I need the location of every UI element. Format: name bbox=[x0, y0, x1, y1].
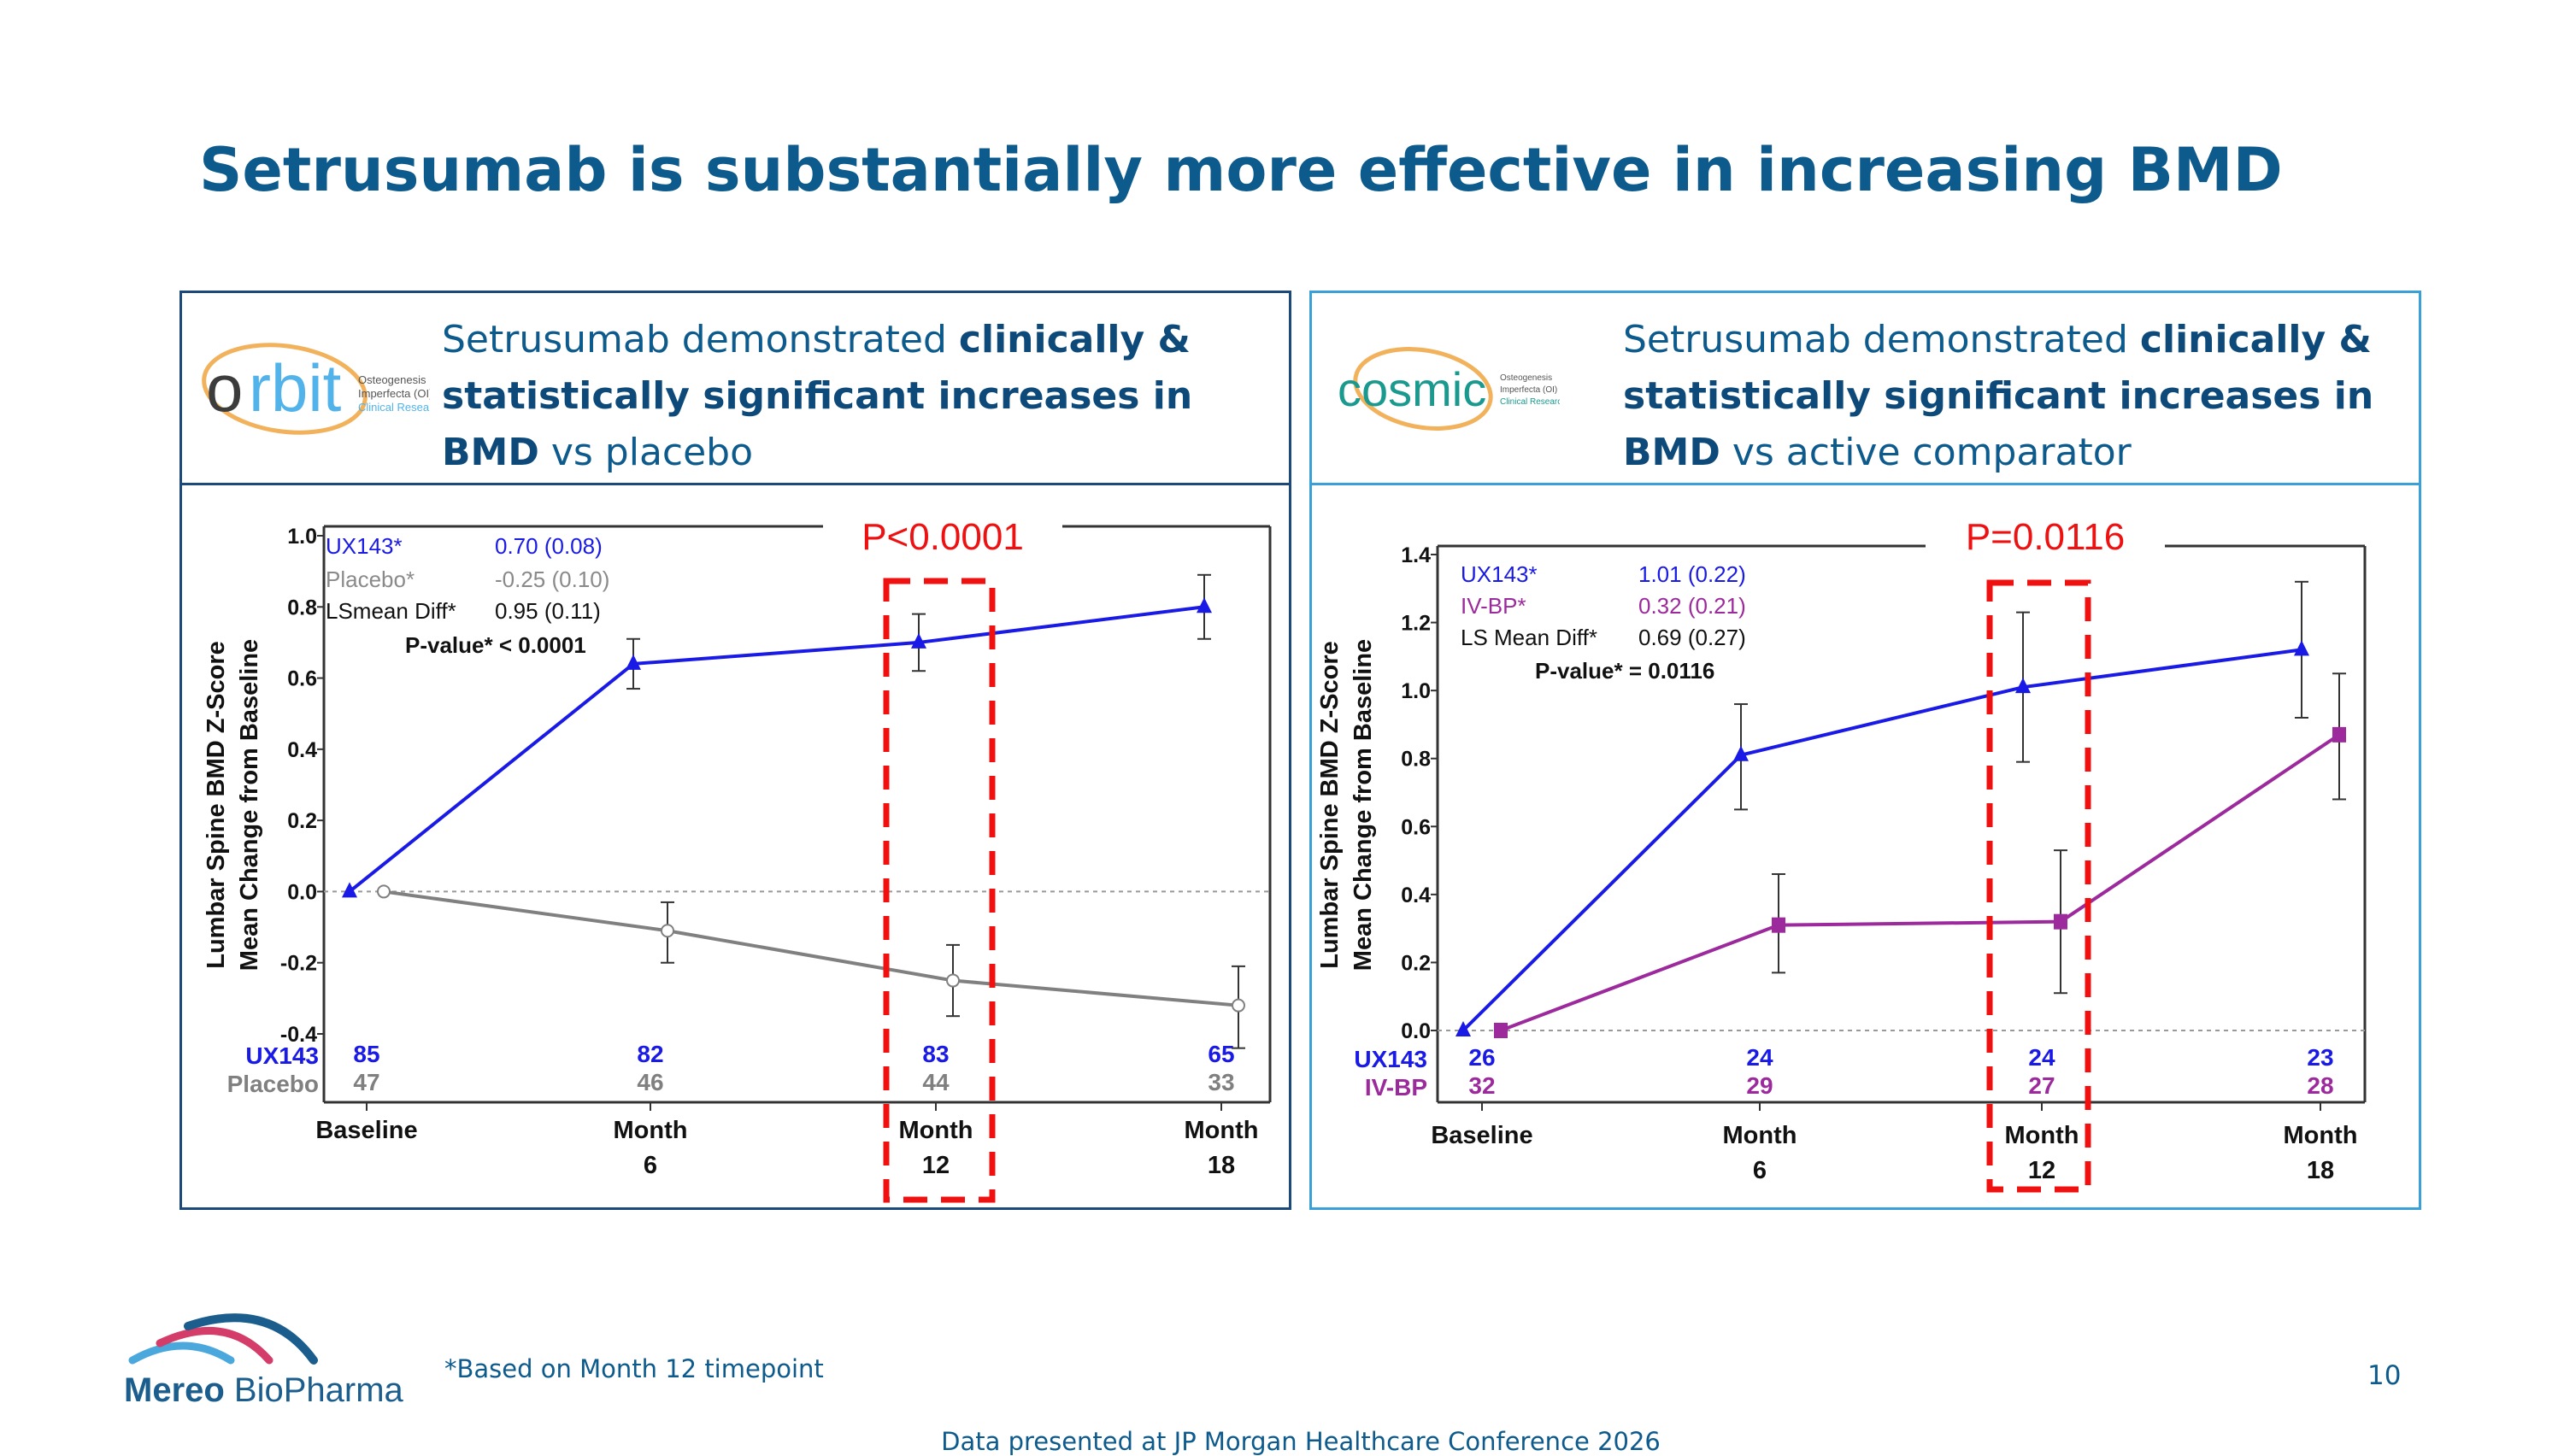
mereo-biopharma-logo: Mereo BioPharma bbox=[124, 1313, 404, 1409]
svg-text:cosmic: cosmic bbox=[1338, 362, 1486, 416]
svg-text:o: o bbox=[206, 350, 243, 426]
cosmic-panel: cosmic Osteogenesis Imperfecta (OI) Clin… bbox=[1309, 291, 2421, 1210]
cosmic-logo: cosmic Osteogenesis Imperfecta (OI) Clin… bbox=[1338, 347, 1560, 431]
orbit-logo: o rbit Osteogenesis Imperfecta (OI) Clin… bbox=[202, 343, 430, 435]
source-note: Data presented at JP Morgan Healthcare C… bbox=[941, 1427, 1661, 1456]
panel-divider bbox=[1312, 483, 2419, 485]
svg-text:Imperfecta (OI): Imperfecta (OI) bbox=[358, 387, 430, 400]
footnote: *Based on Month 12 timepoint bbox=[444, 1354, 824, 1383]
svg-text:Osteogenesis: Osteogenesis bbox=[358, 373, 426, 386]
panel-divider bbox=[182, 483, 1289, 485]
orbit-headline: Setrusumab demonstrated clinically & sta… bbox=[442, 318, 1193, 474]
svg-text:Mereo BioPharma: Mereo BioPharma bbox=[124, 1371, 404, 1409]
svg-text:rbit: rbit bbox=[249, 350, 342, 426]
svg-text:Osteogenesis: Osteogenesis bbox=[1500, 373, 1552, 383]
svg-text:Clinical Research: Clinical Research bbox=[358, 401, 430, 414]
svg-text:Imperfecta (OI): Imperfecta (OI) bbox=[1500, 385, 1557, 395]
page-number: 10 bbox=[2367, 1360, 2402, 1391]
cosmic-headline: Setrusumab demonstrated clinically & sta… bbox=[1623, 318, 2374, 474]
svg-text:Clinical Research: Clinical Research bbox=[1500, 397, 1560, 407]
slide-title: Setrusumab is substantially more effecti… bbox=[199, 135, 2283, 205]
orbit-panel: o rbit Osteogenesis Imperfecta (OI) Clin… bbox=[179, 291, 1291, 1210]
